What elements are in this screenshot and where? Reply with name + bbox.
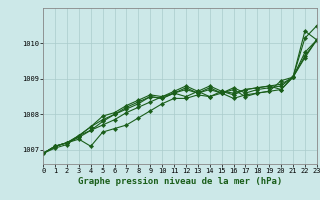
X-axis label: Graphe pression niveau de la mer (hPa): Graphe pression niveau de la mer (hPa) <box>78 177 282 186</box>
